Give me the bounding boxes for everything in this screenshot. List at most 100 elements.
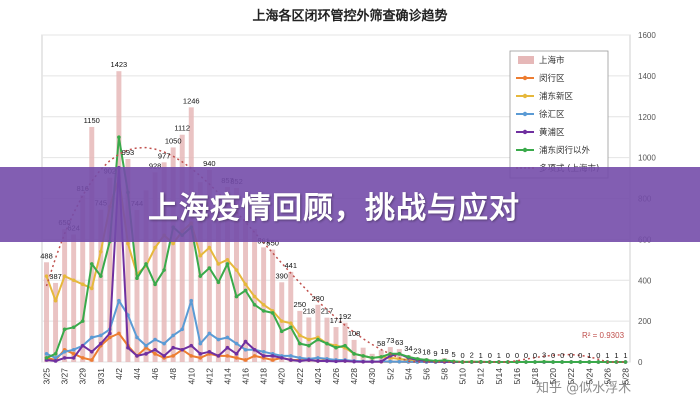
bar bbox=[134, 209, 140, 362]
x-tick-label: 4/8 bbox=[168, 368, 178, 380]
series-point bbox=[270, 354, 275, 358]
series-point bbox=[89, 358, 94, 362]
bar-data-label: 171 bbox=[330, 316, 343, 325]
series-point bbox=[216, 262, 221, 266]
series-point bbox=[334, 359, 338, 364]
series-point bbox=[135, 276, 139, 281]
series-point bbox=[243, 347, 248, 352]
series-point bbox=[316, 337, 320, 342]
series-point bbox=[189, 354, 194, 358]
bar-data-label: 0 bbox=[461, 351, 465, 360]
x-tick-label: 5/10 bbox=[458, 368, 468, 385]
series-point bbox=[298, 341, 302, 346]
series-point bbox=[162, 268, 166, 272]
series-point bbox=[135, 335, 139, 340]
bar-data-label: 441 bbox=[285, 261, 298, 270]
series-point bbox=[515, 360, 519, 364]
x-tick-label: 4/28 bbox=[349, 368, 359, 385]
bar-data-label: 250 bbox=[294, 300, 307, 309]
series-point bbox=[279, 356, 284, 360]
bar-data-label: 1246 bbox=[183, 96, 200, 105]
series-point bbox=[162, 354, 166, 358]
x-tick-label: 5/4 bbox=[403, 368, 413, 380]
legend-label: 上海市 bbox=[539, 55, 565, 66]
series-point bbox=[126, 241, 130, 246]
series-point bbox=[551, 360, 555, 364]
bar-data-label: 3 bbox=[542, 350, 546, 359]
series-point bbox=[198, 253, 203, 258]
bar bbox=[206, 169, 212, 362]
legend-swatch bbox=[518, 56, 534, 64]
series-point bbox=[288, 358, 293, 362]
series-point bbox=[71, 352, 76, 356]
series-point bbox=[316, 359, 320, 363]
series-point bbox=[261, 309, 266, 313]
bar-data-label: 192 bbox=[339, 312, 352, 321]
bar-data-label: 58 bbox=[377, 339, 385, 348]
series-point bbox=[207, 266, 212, 270]
series-point bbox=[80, 343, 85, 348]
series-point bbox=[560, 360, 564, 364]
bar bbox=[351, 339, 357, 362]
bar-data-label: 1112 bbox=[174, 124, 190, 133]
series-point bbox=[252, 347, 257, 352]
series-point bbox=[379, 359, 384, 364]
series-point bbox=[234, 352, 239, 356]
x-tick-label: 3/29 bbox=[78, 368, 88, 385]
series-point bbox=[99, 249, 103, 254]
series-point bbox=[108, 331, 112, 336]
series-point bbox=[225, 258, 230, 262]
bar bbox=[324, 317, 330, 362]
series-point bbox=[198, 352, 203, 356]
y-tick-label: 200 bbox=[638, 317, 652, 326]
series-point bbox=[469, 359, 474, 364]
series-point bbox=[180, 327, 185, 332]
chart-title: 上海各区闭环管控外筛查确诊趋势 bbox=[252, 9, 448, 24]
series-point bbox=[171, 333, 175, 338]
series-point bbox=[62, 327, 67, 332]
series-point bbox=[89, 262, 94, 266]
x-tick-label: 5/8 bbox=[440, 368, 450, 380]
x-tick-label: 4/26 bbox=[331, 368, 341, 385]
series-point bbox=[424, 358, 429, 362]
series-point bbox=[288, 321, 293, 325]
y-tick-label: 400 bbox=[638, 276, 652, 285]
bar-data-label: 0 bbox=[569, 351, 573, 360]
bar-data-label: 1 bbox=[605, 351, 609, 360]
x-tick-label: 4/4 bbox=[132, 368, 142, 380]
series-point bbox=[80, 282, 85, 287]
x-tick-label: 4/2 bbox=[114, 368, 124, 380]
series-point bbox=[569, 360, 573, 364]
x-tick-label: 4/14 bbox=[222, 368, 232, 385]
series-point bbox=[53, 352, 58, 356]
bar bbox=[143, 190, 149, 362]
bar bbox=[152, 172, 158, 362]
series-point bbox=[80, 356, 85, 360]
series-point bbox=[243, 358, 248, 362]
bar-data-label: 390 bbox=[275, 271, 288, 280]
y-tick-label: 1400 bbox=[638, 72, 656, 81]
series-point bbox=[207, 331, 212, 336]
series-point bbox=[279, 329, 284, 334]
series-point bbox=[62, 349, 67, 354]
bar-data-label: 488 bbox=[40, 251, 53, 260]
bar bbox=[179, 134, 185, 362]
series-point bbox=[89, 349, 94, 354]
legend-marker bbox=[522, 111, 528, 117]
series-point bbox=[53, 298, 58, 303]
bar-data-label: 387 bbox=[49, 272, 62, 281]
series-point bbox=[252, 302, 257, 307]
series-point bbox=[71, 278, 76, 283]
series-point bbox=[243, 282, 248, 287]
y-tick-label: 1000 bbox=[638, 154, 656, 163]
series-point bbox=[243, 339, 248, 344]
series-point bbox=[89, 286, 94, 291]
bar-data-label: 0 bbox=[506, 351, 510, 360]
series-point bbox=[406, 355, 411, 359]
legend-label: 浦东新区 bbox=[539, 91, 574, 102]
series-point bbox=[623, 360, 628, 364]
r-squared-label: R² = 0.9303 bbox=[582, 331, 625, 340]
series-point bbox=[198, 341, 203, 346]
series-point bbox=[252, 294, 257, 299]
series-point bbox=[379, 355, 384, 359]
